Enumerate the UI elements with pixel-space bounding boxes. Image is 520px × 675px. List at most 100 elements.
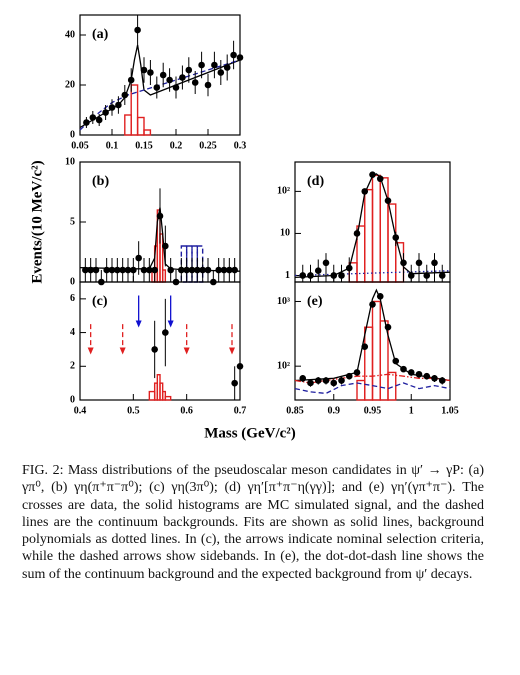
data-point — [199, 266, 206, 274]
histogram-bin — [180, 245, 188, 283]
data-point — [194, 266, 201, 274]
panel-label: (c) — [92, 294, 108, 309]
histogram-bin — [364, 188, 374, 283]
panel-label: (e) — [307, 294, 323, 309]
data-point — [345, 264, 353, 272]
data-point — [83, 119, 90, 126]
histogram-bin — [164, 395, 172, 401]
data-point — [156, 212, 164, 220]
data-point — [198, 61, 205, 69]
data-point — [407, 369, 415, 376]
data-point — [92, 266, 100, 274]
data-point — [299, 374, 307, 382]
y-tick-label: 6 — [70, 293, 75, 304]
x-axis-title: Mass (GeV/c²) — [204, 425, 296, 441]
histogram-bin — [130, 84, 139, 136]
data-point — [438, 272, 446, 279]
data-point — [322, 377, 330, 384]
data-point — [400, 259, 407, 267]
y-tick-label: 0 — [70, 276, 75, 287]
data-point — [231, 379, 238, 387]
data-point — [127, 76, 135, 84]
data-point — [103, 266, 110, 274]
histogram-bin — [191, 245, 199, 283]
x-tick-label: 0.5 — [127, 405, 140, 416]
x-tick-label: 0.7 — [234, 405, 247, 416]
x-tick-label: 0.95 — [364, 405, 382, 416]
arrow-head — [119, 347, 126, 355]
arrow-head — [87, 347, 94, 355]
data-point — [353, 369, 361, 376]
data-point — [307, 272, 314, 279]
data-point — [361, 188, 369, 195]
y-tick-label: 10³ — [277, 296, 290, 307]
data-point — [407, 272, 415, 279]
data-point — [159, 71, 167, 79]
data-point — [151, 266, 158, 274]
x-tick-label: 0.9 — [328, 405, 341, 416]
data-point — [369, 171, 376, 178]
histogram-bin — [148, 390, 156, 401]
arrow-head — [135, 320, 142, 328]
x-tick-label: 0.85 — [286, 405, 304, 416]
fit-line — [294, 382, 451, 395]
histogram-bin — [196, 245, 204, 283]
data-point — [330, 272, 338, 279]
panel-label: (a) — [92, 27, 109, 42]
data-point — [345, 372, 353, 380]
data-point — [431, 374, 438, 382]
data-point — [415, 370, 423, 378]
data-point — [191, 79, 199, 86]
data-point — [314, 267, 322, 274]
frame — [79, 14, 241, 136]
x-tick-label: 0.05 — [71, 140, 89, 151]
arrow-head — [183, 347, 190, 355]
data-point — [211, 61, 218, 69]
y-tick-label: 0 — [70, 394, 75, 405]
y-tick-label: 10 — [65, 156, 75, 167]
data-point — [151, 346, 158, 353]
data-point — [431, 259, 438, 267]
data-point — [87, 266, 94, 274]
data-point — [108, 266, 116, 274]
fit-line — [294, 373, 451, 384]
data-point — [140, 266, 148, 274]
y-axis-title: Events/(10 MeV/c²) — [29, 160, 45, 283]
histogram-bin — [387, 371, 397, 401]
panel-label: (b) — [92, 174, 109, 189]
data-point — [376, 293, 384, 300]
histogram-bin — [161, 269, 167, 283]
data-point — [179, 74, 186, 81]
fit-line — [79, 59, 241, 131]
data-point — [167, 266, 174, 274]
data-point — [361, 343, 369, 350]
data-point — [299, 272, 307, 279]
data-point — [115, 101, 122, 109]
data-point — [392, 234, 400, 241]
panel-label: (d) — [307, 174, 324, 189]
data-point — [102, 109, 109, 116]
data-point — [415, 259, 423, 267]
histogram-bin — [364, 326, 374, 401]
y-tick-label: 2 — [70, 361, 75, 372]
data-point — [236, 54, 244, 61]
figure: Events/(10 MeV/c²) Mass (GeV/c²) (a)0204… — [29, 14, 459, 441]
data-point — [204, 81, 212, 89]
data-point — [223, 64, 231, 71]
histogram-bin — [379, 177, 389, 283]
arrow-head — [167, 320, 174, 328]
x-tick-label: 0.2 — [170, 140, 183, 151]
data-point — [400, 365, 407, 373]
data-point — [124, 266, 132, 274]
data-point — [95, 116, 103, 124]
data-point — [330, 379, 338, 387]
x-tick-label: 1 — [409, 405, 414, 416]
fit-line — [294, 270, 451, 277]
data-point — [220, 266, 228, 274]
data-point — [114, 266, 121, 274]
data-point — [89, 114, 97, 121]
data-point — [384, 197, 392, 205]
y-tick-label: 10 — [280, 228, 290, 239]
data-point — [153, 84, 161, 91]
